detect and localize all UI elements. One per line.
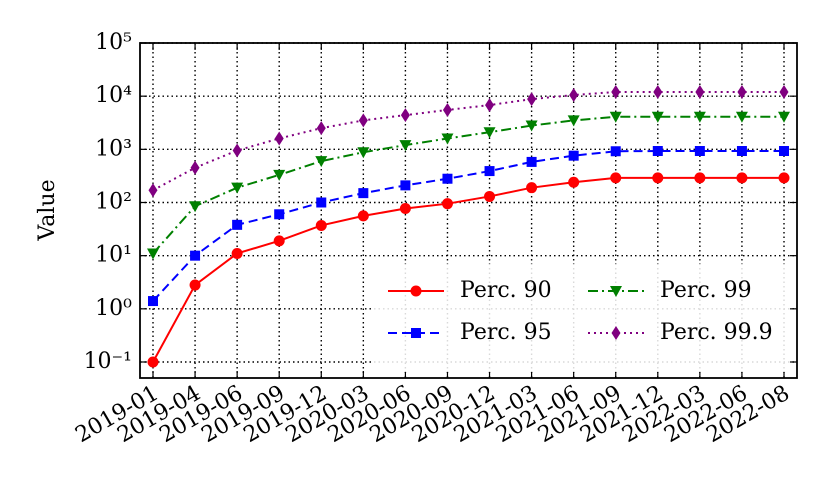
marker: [694, 172, 706, 184]
marker: [484, 166, 495, 177]
marker: [526, 182, 538, 194]
marker: [779, 146, 789, 157]
series-line: [152, 176, 784, 363]
legend-box: [372, 264, 790, 372]
marker: [273, 235, 285, 247]
marker: [483, 127, 496, 139]
marker: [273, 169, 286, 181]
marker: [610, 172, 622, 184]
marker: [695, 84, 705, 99]
marker: [147, 356, 159, 368]
marker: [400, 108, 410, 123]
series-line: [152, 115, 784, 255]
marker: [568, 150, 579, 161]
plot-frame: [139, 42, 798, 379]
marker: [611, 84, 621, 99]
marker: [653, 84, 663, 99]
marker: [735, 111, 748, 123]
series-line: [152, 150, 784, 302]
marker: [316, 121, 326, 136]
marker: [694, 146, 705, 157]
marker: [190, 250, 201, 261]
marker: [525, 120, 538, 132]
marker: [358, 113, 368, 128]
marker: [274, 209, 285, 220]
marker: [693, 111, 706, 123]
y-tick-label: 10⁴: [95, 83, 132, 108]
marker: [527, 92, 537, 107]
legend-label: Perc. 99: [660, 278, 752, 303]
marker: [652, 172, 664, 184]
marker: [148, 183, 158, 198]
marker: [779, 84, 789, 99]
marker: [189, 201, 202, 213]
marker: [611, 326, 621, 340]
marker: [231, 182, 244, 194]
marker: [189, 279, 201, 291]
marker: [778, 172, 790, 184]
marker: [232, 143, 242, 158]
marker: [652, 146, 663, 157]
y-tick-label: 10³: [95, 136, 132, 161]
y-tick-label: 10²: [95, 189, 132, 214]
marker: [147, 248, 159, 260]
y-tick-label: 10¹: [95, 243, 132, 268]
marker: [778, 111, 790, 123]
marker: [610, 146, 621, 157]
marker: [316, 197, 327, 208]
marker: [610, 286, 622, 297]
marker: [442, 102, 452, 117]
marker: [737, 84, 747, 99]
marker: [231, 247, 243, 259]
y-axis-label: Value: [35, 179, 60, 241]
marker: [569, 88, 579, 103]
marker: [485, 98, 495, 113]
marker: [357, 210, 369, 222]
marker: [399, 140, 412, 152]
marker: [484, 190, 496, 202]
marker: [441, 198, 453, 210]
legend-label: Perc. 90: [460, 278, 552, 303]
marker: [358, 188, 369, 199]
y-tick-label: 10⁻¹: [84, 349, 132, 374]
marker: [609, 111, 622, 123]
legend-label: Perc. 95: [460, 320, 552, 345]
marker: [568, 176, 580, 188]
marker: [148, 296, 158, 307]
marker: [567, 115, 580, 127]
y-tick-label: 10⁵: [95, 30, 132, 55]
marker: [736, 146, 747, 157]
legend-label: Perc. 99.9: [660, 320, 773, 345]
marker: [357, 147, 370, 159]
marker: [411, 328, 421, 338]
marker: [651, 111, 664, 123]
legend: Perc. 90 Perc. 95 Perc. 99 Perc. 99.9: [372, 264, 790, 372]
marker: [442, 173, 453, 184]
marker: [190, 160, 200, 175]
marker: [736, 172, 748, 184]
marker: [410, 285, 422, 297]
marker: [441, 133, 454, 145]
marker: [274, 131, 284, 146]
series-line: [152, 90, 784, 192]
marker: [232, 219, 243, 230]
marker: [315, 156, 328, 168]
marker: [399, 203, 411, 215]
marker: [526, 156, 537, 167]
marker: [315, 219, 327, 231]
marker: [400, 180, 411, 191]
y-tick-label: 10⁰: [95, 296, 132, 321]
